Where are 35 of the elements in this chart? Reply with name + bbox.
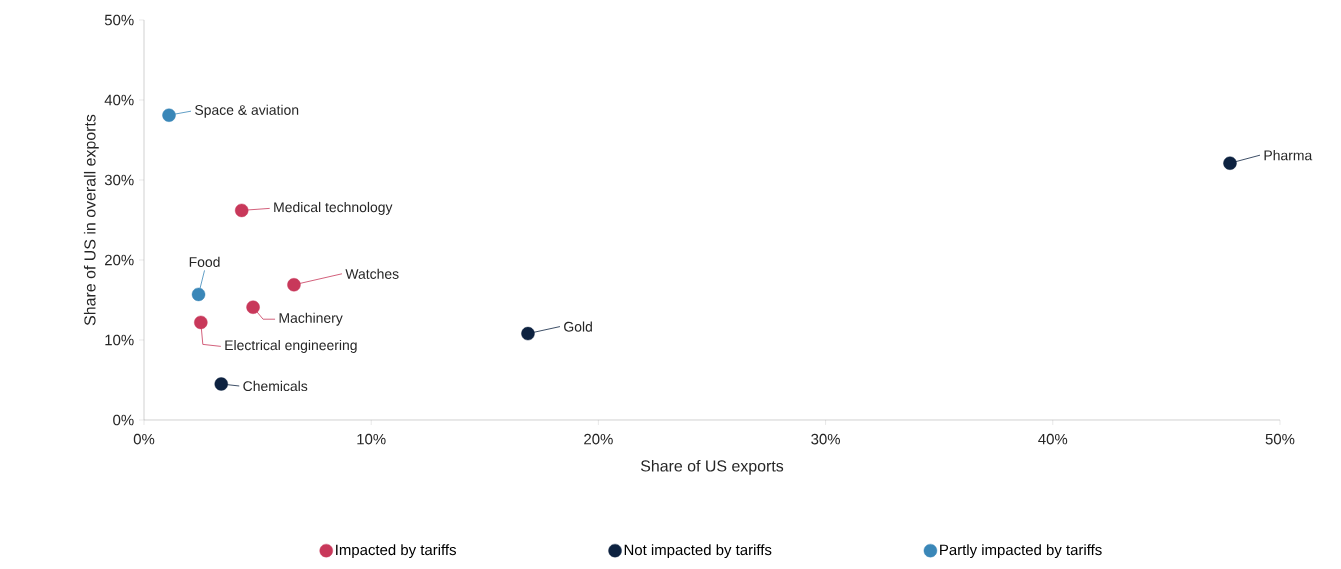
point <box>162 108 176 122</box>
annotation: Watches <box>345 268 399 279</box>
x-tick-label: 20% <box>584 433 613 445</box>
annotation: Medical technology <box>274 201 393 215</box>
legend-label: Not impacted by tariffs <box>624 544 772 559</box>
y-tick-label: 40% <box>104 94 134 106</box>
x-tick-label: 0% <box>133 433 155 445</box>
legend-label: Impacted by tariffs <box>336 544 456 559</box>
y-tick-label: 10% <box>105 334 134 346</box>
annotation: Chemicals <box>243 380 308 392</box>
y-tick-label: 30% <box>104 174 134 186</box>
legend-label: Partly impacted by tariffs <box>940 544 1102 559</box>
y-tick-label: 20% <box>105 254 134 266</box>
x-axis-title: Share of US exports <box>640 459 784 475</box>
point <box>1223 156 1237 170</box>
x-tick-label: 30% <box>811 433 840 445</box>
annotation: Machinery <box>279 312 343 326</box>
annotation: Electrical engineering <box>225 339 357 353</box>
y-tick-label: 50% <box>104 14 134 26</box>
point <box>214 377 228 391</box>
point <box>287 278 301 292</box>
point <box>246 300 260 314</box>
point <box>194 315 208 330</box>
annotation: Gold <box>564 321 592 332</box>
annotation: Pharma <box>1264 150 1313 161</box>
annotation: Food <box>189 256 220 267</box>
point <box>235 203 249 218</box>
annotation: Space & aviation <box>195 104 299 118</box>
x-tick-label: 40% <box>1038 433 1068 445</box>
x-tick-label: 50% <box>1265 433 1295 445</box>
point <box>191 287 206 302</box>
x-tick-label: 10% <box>357 433 386 445</box>
y-tick-label: 0% <box>113 414 134 426</box>
y-axis-title: Share of US in overall exports <box>83 114 99 326</box>
point <box>521 326 535 341</box>
